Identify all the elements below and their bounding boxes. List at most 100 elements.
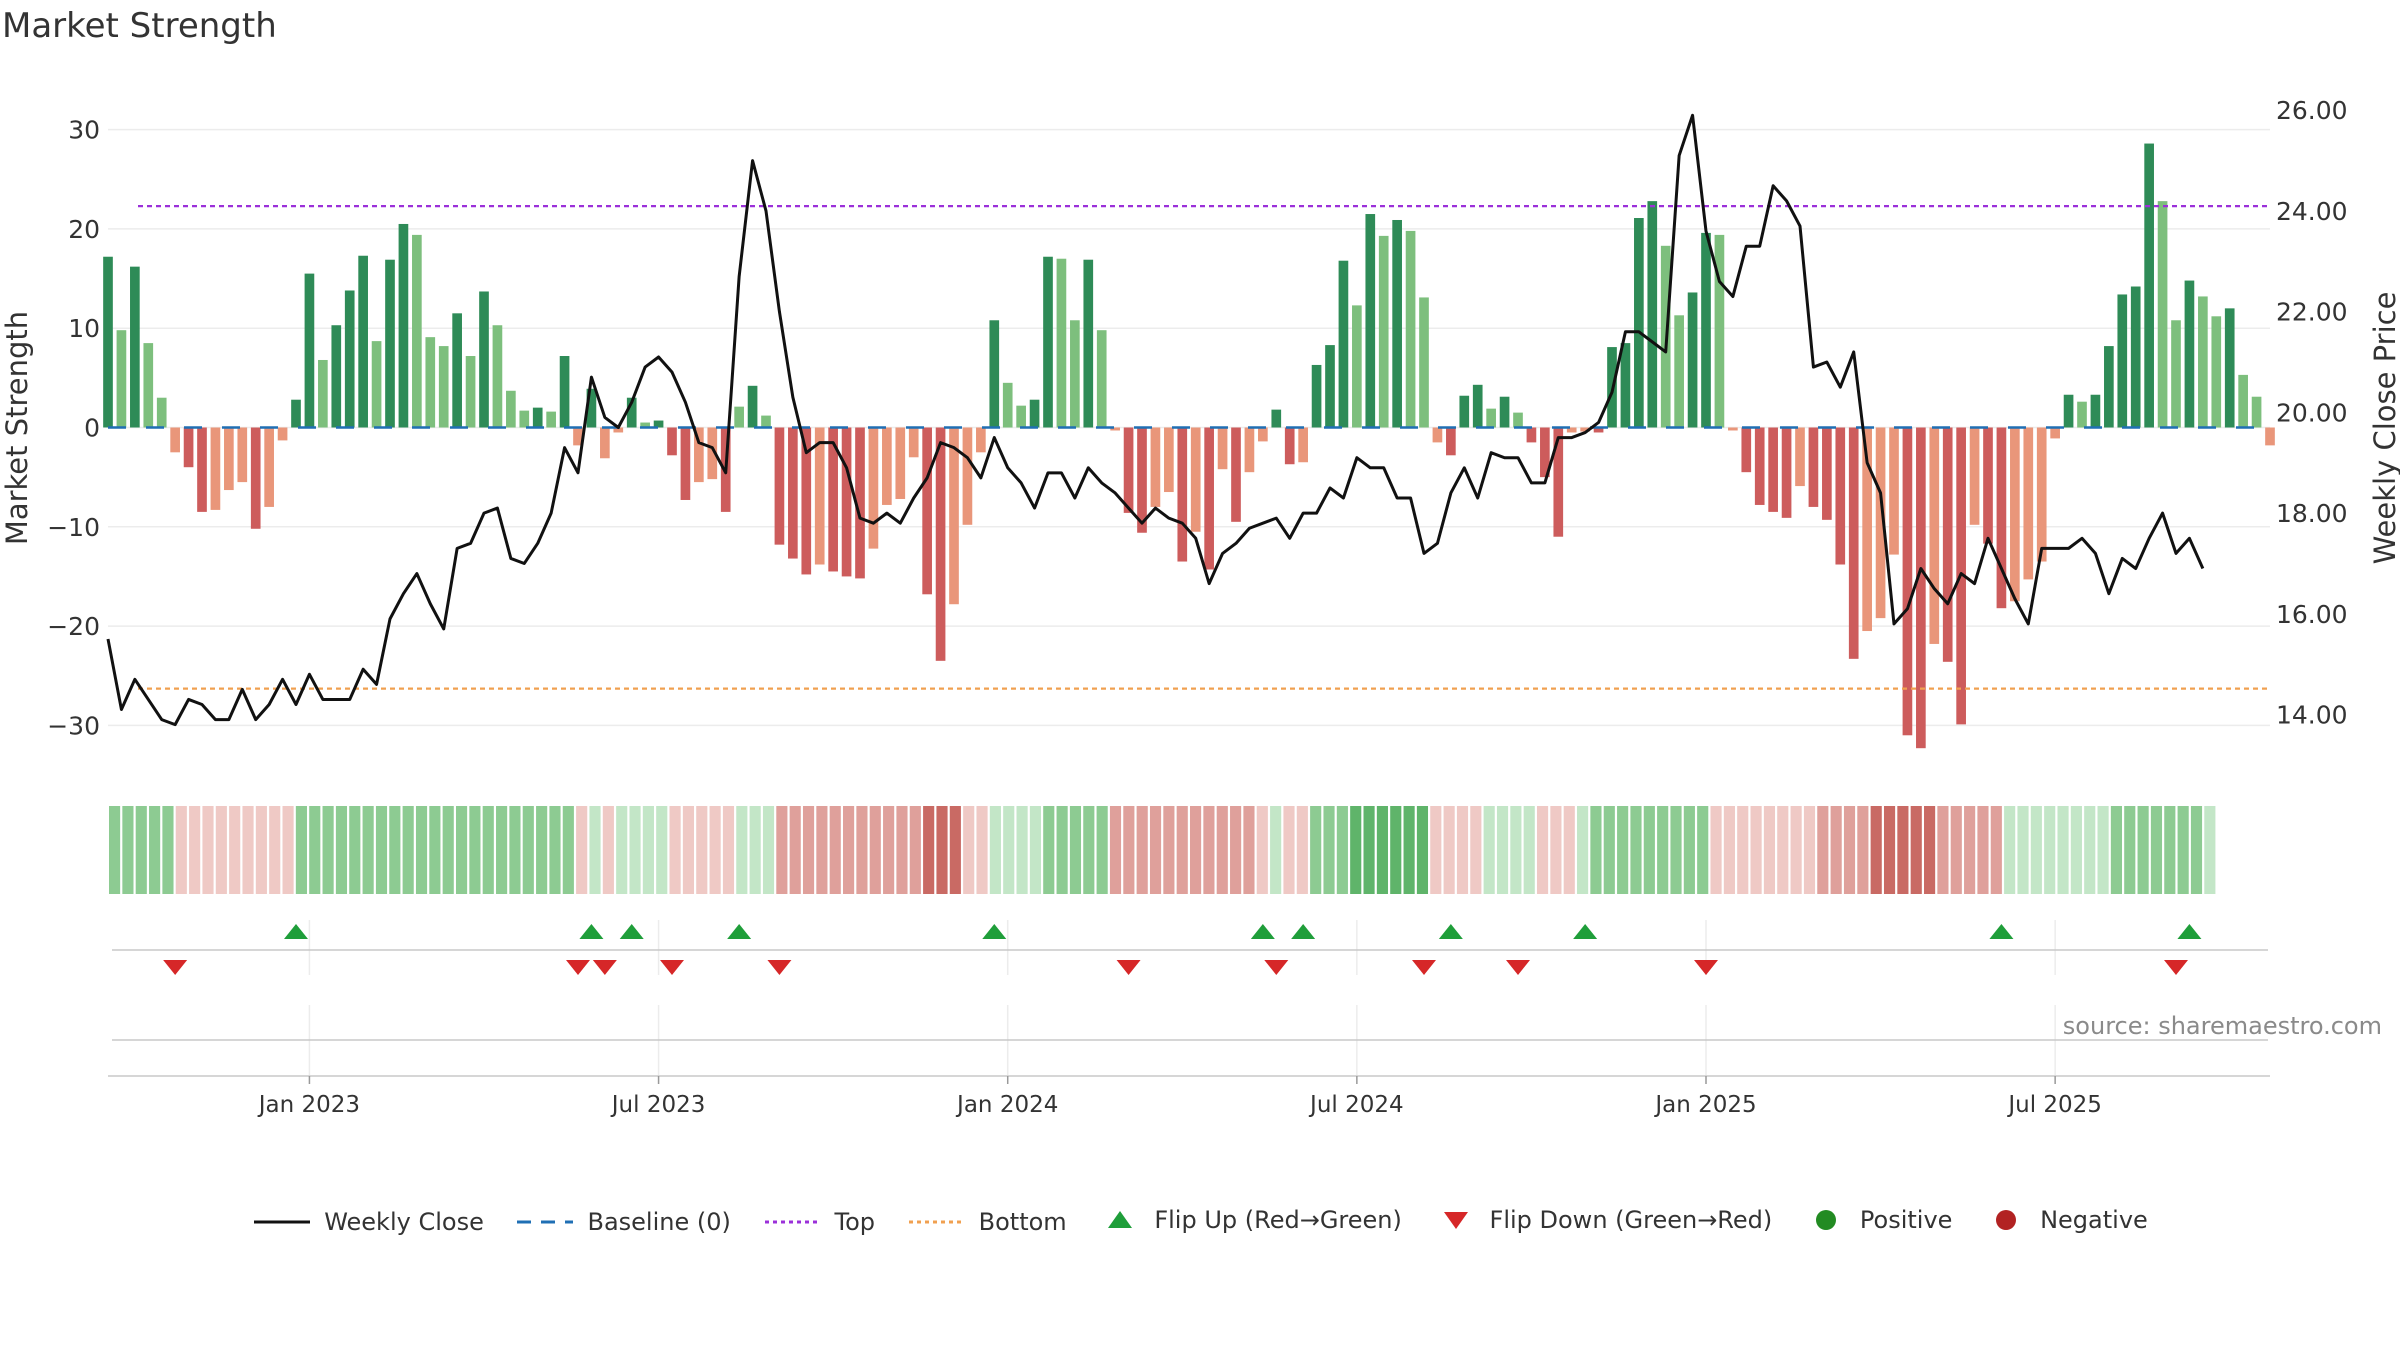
strength-bar <box>935 427 946 661</box>
heat-cell <box>229 806 241 894</box>
strength-bar <box>1271 409 1282 428</box>
heat-strip <box>109 806 2269 894</box>
x-tick-label: Jan 2024 <box>955 1092 1058 1118</box>
right-axis: 14.00 16.00 18.00 20.00 22.00 24.00 26.00 Weekl… <box>2276 96 2400 729</box>
x-axis: Jan 2023 Jul 2023 Jan 2024 Jul 2024 Jan 2025… <box>108 1039 2270 1118</box>
heat-cell <box>2124 806 2136 894</box>
dash-swatch-icon <box>517 1220 574 1224</box>
heat-cell <box>2150 806 2163 894</box>
heat-cell <box>2137 806 2149 894</box>
heat-cell <box>389 806 401 894</box>
heat-cell <box>963 806 975 894</box>
strength-bar <box>130 266 140 428</box>
strength-bar <box>989 320 1000 428</box>
heat-cell <box>909 806 921 894</box>
heat-cell <box>309 806 321 894</box>
heat-cell <box>295 806 307 894</box>
strength-bar <box>1002 382 1013 428</box>
heat-cell <box>215 806 227 894</box>
left-tick-label: −30 <box>47 711 100 740</box>
strength-bar <box>1593 427 1604 433</box>
heat-cell <box>1390 806 1402 894</box>
strength-bar <box>868 427 879 549</box>
strength-bar <box>291 399 301 428</box>
x-tick-label: Jan 2025 <box>1653 1092 1756 1118</box>
legend-flip-up[interactable]: Flip Up (Red→Green) <box>1098 1206 1402 1234</box>
strength-bar <box>1070 320 1080 428</box>
heat-cell <box>602 806 614 894</box>
flip-down-marker <box>1412 960 1436 975</box>
x-tick-label: Jul 2025 <box>2006 1092 2102 1118</box>
heat-cell <box>1643 806 1655 894</box>
heat-cell <box>936 806 948 894</box>
heat-cell <box>2190 806 2203 894</box>
heat-cell <box>1950 806 1962 894</box>
heat-cell <box>1817 806 1829 894</box>
flip-up-marker <box>1438 924 1463 939</box>
strength-bar <box>1701 232 1711 428</box>
heat-cell <box>1964 806 1976 894</box>
source-label: source: sharemaestro.com <box>2062 1012 2382 1040</box>
strength-bar <box>895 427 906 499</box>
heat-cell <box>722 806 735 894</box>
strength-bar <box>613 427 624 433</box>
legend-baseline[interactable]: Baseline (0) <box>515 1208 731 1236</box>
flip-up-marker <box>1250 924 1275 939</box>
legend-label: Flip Up (Red→Green) <box>1154 1206 1402 1234</box>
heat-cell <box>1003 806 1015 894</box>
heat-cell <box>1136 806 1148 894</box>
strength-bar <box>492 325 503 428</box>
line-swatch-icon <box>254 1220 311 1224</box>
right-tick-label: 14.00 <box>2276 701 2348 730</box>
strength-bar <box>734 406 744 428</box>
strength-bar <box>1848 427 1859 659</box>
legend-weekly-close[interactable]: Weekly Close <box>252 1208 484 1236</box>
heat-cell <box>1109 806 1122 894</box>
legend: Weekly Close Baseline (0) Top Bottom Fli… <box>0 1206 2400 1238</box>
legend-flip-down[interactable]: Flip Down (Green→Red) <box>1434 1206 1772 1234</box>
legend-top[interactable]: Top <box>763 1208 875 1236</box>
strength-bar <box>1123 427 1134 513</box>
strength-bar <box>2023 427 2034 580</box>
strength-bar <box>841 427 852 577</box>
strength-bar <box>1177 427 1188 562</box>
legend-negative[interactable]: Negative <box>1984 1206 2148 1234</box>
strength-bar <box>197 427 207 512</box>
heat-cell <box>2230 806 2243 894</box>
heat-cell <box>682 806 695 894</box>
legend-bottom[interactable]: Bottom <box>907 1208 1067 1236</box>
strength-bar <box>156 397 167 428</box>
strength-bar <box>962 427 973 525</box>
strength-bar <box>2077 401 2087 428</box>
flip-down-marker <box>1116 960 1141 975</box>
heat-cell <box>496 806 508 894</box>
flip-up-marker <box>579 924 604 939</box>
right-tick-label: 16.00 <box>2276 600 2348 629</box>
left-axis: −30 −20 −10 0 10 20 30 Market Strength <box>0 116 100 741</box>
heat-cell <box>282 806 294 894</box>
left-tick-label: 10 <box>68 314 100 343</box>
heat-cell <box>1470 806 1482 894</box>
heat-cell <box>415 806 428 894</box>
strength-bar <box>465 356 476 428</box>
strength-bar <box>707 427 718 480</box>
heat-cell <box>1456 806 1469 894</box>
heat-cell <box>1416 806 1429 894</box>
strength-bar <box>1472 384 1483 428</box>
heat-cell <box>2244 806 2256 894</box>
strength-bar <box>2171 320 2181 428</box>
heat-cell <box>1857 806 1869 894</box>
heat-cell <box>469 806 481 894</box>
strength-bar <box>1902 427 1913 736</box>
strength-bar <box>532 407 543 428</box>
heat-cell <box>816 806 828 894</box>
strength-bar <box>922 427 932 595</box>
heat-cell <box>1430 806 1442 894</box>
heat-cell <box>1096 806 1108 894</box>
heat-cell <box>1149 806 1162 894</box>
legend-positive[interactable]: Positive <box>1804 1206 1952 1234</box>
strength-bar <box>1190 427 1201 532</box>
dotted-swatch-icon <box>764 1220 821 1224</box>
heat-cell <box>589 806 601 894</box>
heat-cell <box>349 806 361 894</box>
